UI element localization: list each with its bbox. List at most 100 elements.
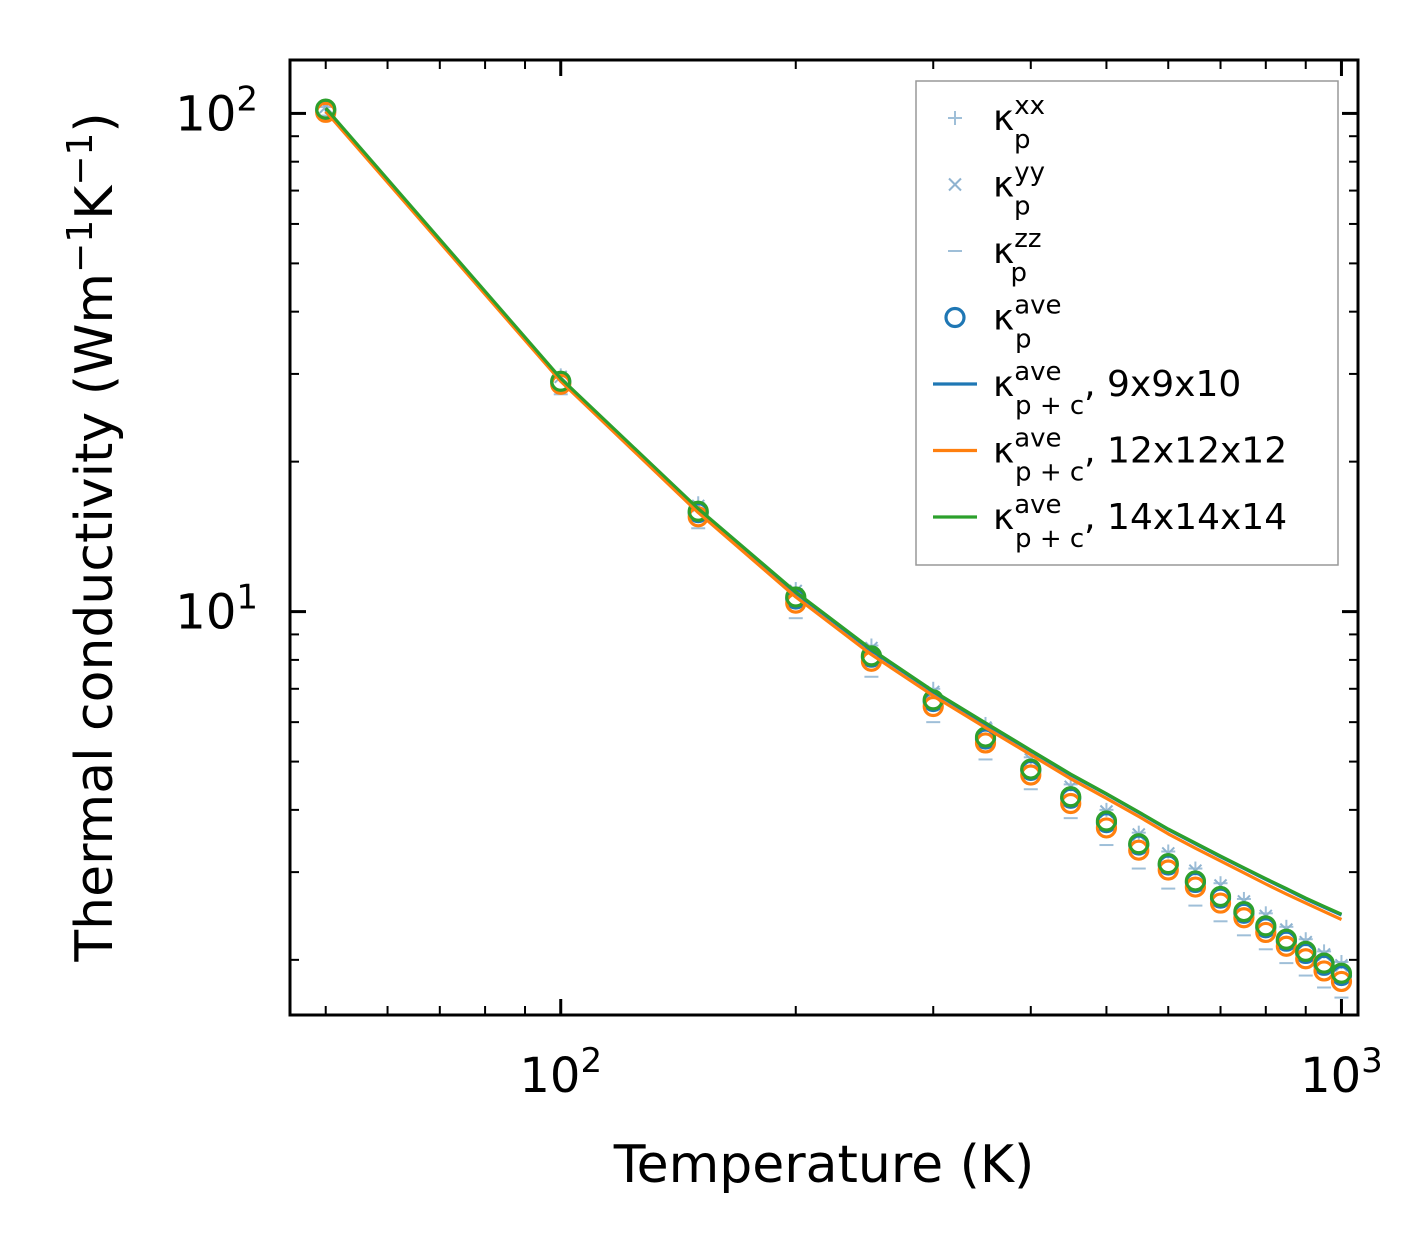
legend-label-sub: p + c — [1015, 391, 1084, 421]
legend-marker-swatch — [944, 306, 966, 329]
data-point-kappa_p_ave_12 — [1060, 792, 1082, 815]
legend-entry: κave p + c, 14x14x14 — [933, 490, 1287, 554]
y-axis-label-exp2: −1 — [60, 133, 101, 186]
data-point-kappa_p_ave_14 — [1275, 928, 1297, 950]
series-kappa_p_ave_14 — [315, 98, 1353, 984]
data-point-kappa_p_ave_12 — [1330, 970, 1353, 993]
data-point-kappa_p_ave_14 — [1095, 810, 1118, 832]
legend-label-sup: ave — [1014, 357, 1061, 387]
y-tick-label-base: 10 — [175, 585, 236, 641]
legend-entry: κxx p — [948, 91, 1045, 155]
legend-marker-swatch-b — [948, 177, 962, 192]
y-axis-label: Thermal conductivity (Wm−1K−1) — [60, 112, 125, 962]
legend-label-sup: zz — [1014, 224, 1041, 254]
data-point-kappa_p_ave_14 — [550, 370, 572, 392]
y-tick-label: 102 — [175, 79, 258, 142]
data-point-kappa_p_ave_12 — [974, 732, 997, 754]
data-point-kappa_p_ave_12 — [1020, 764, 1042, 786]
legend-entry: κave p — [944, 291, 1062, 355]
data-point-kappa_p_ave_14 — [1295, 940, 1317, 962]
data-point-kappa_p_ave_14 — [1209, 885, 1232, 908]
data-point-kappa_p_ave_12 — [1184, 876, 1206, 898]
legend-label: κave p + c, 9x9x10 — [993, 357, 1241, 421]
legend-label-suffix: , 12x12x12 — [1084, 431, 1287, 472]
x-tick-label: 103 — [1300, 1041, 1383, 1104]
data-point-kappa_p_ave_14 — [1184, 870, 1206, 892]
legend-marker-swatch — [948, 111, 962, 125]
x-tick-label: 102 — [519, 1041, 602, 1104]
data-point-kappa_p_ave_14 — [687, 500, 709, 522]
legend-label-symbol: κ — [993, 165, 1014, 206]
legend-label-sub: p — [1014, 125, 1031, 155]
x-tick-label-base: 10 — [1300, 1048, 1361, 1104]
y-tick-label: 101 — [175, 578, 258, 641]
legend-label-symbol: κ — [993, 364, 1014, 405]
data-point-kappa_p_ave_14 — [1060, 786, 1082, 808]
data-point-kappa_p_ave_12 — [1209, 892, 1232, 914]
series-line-kappa_pc_ave_12x12x12 — [324, 110, 1343, 921]
data-point-kappa_p_ave_12 — [1157, 859, 1179, 881]
legend-label: κzz p — [993, 224, 1042, 288]
data-point-kappa_p_ave_14 — [315, 98, 337, 120]
legend-label: κave p + c, 12x12x12 — [993, 424, 1287, 488]
legend-label-sub: p — [1014, 192, 1031, 222]
legend-label-symbol: κ — [993, 431, 1014, 472]
x-axis-label: Temperature (K) — [613, 1135, 1035, 1195]
legend-label: κave p + c, 14x14x14 — [993, 490, 1287, 554]
legend-entry: κave p + c, 9x9x10 — [933, 357, 1241, 421]
major-ticks — [290, 60, 1358, 1015]
axes-frame — [288, 58, 1360, 1017]
y-tick-label-exp: 2 — [236, 79, 258, 119]
legend-label: κyy p — [993, 158, 1045, 222]
legend-label-sub: p — [1015, 325, 1032, 355]
legend-label-sup: yy — [1014, 158, 1045, 188]
data-point-kappa_p_ave_14 — [1157, 853, 1179, 875]
data-point-kappa_p_ave_14 — [1128, 833, 1150, 855]
legend-label-suffix: , 14x14x14 — [1084, 497, 1287, 538]
legend-label-symbol: κ — [993, 231, 1014, 272]
y-axis-label-mid: K — [65, 184, 125, 220]
y-tick-label-base: 10 — [175, 86, 236, 142]
data-point-kappa_p_ave_14 — [1020, 758, 1042, 780]
legend-label-sub: p + c — [1015, 458, 1084, 488]
legend-label-sub: p + c — [1015, 524, 1084, 554]
legend-label-symbol: κ — [993, 98, 1014, 139]
series-layer — [315, 98, 1353, 999]
data-point-kappa_p_ave_14 — [1255, 915, 1277, 937]
legend-label-symbol: κ — [993, 298, 1014, 339]
legend-box — [915, 80, 1339, 566]
legend-label-symbol: κ — [993, 497, 1014, 538]
legend-label: κxx p — [993, 91, 1045, 155]
legend-label: κave p — [993, 291, 1062, 355]
y-tick-label-exp: 1 — [236, 578, 258, 618]
legend-label-sup: ave — [1014, 291, 1061, 321]
data-point-kappa_p_ave_12 — [1275, 935, 1297, 957]
legend-label-sup: ave — [1014, 490, 1061, 520]
legend-label-sup: xx — [1014, 91, 1045, 121]
data-point-kappa_p_ave_12 — [1255, 921, 1277, 944]
x-tick-label-base: 10 — [519, 1048, 580, 1104]
series-kappa_p_zz — [318, 114, 1349, 999]
y-axis-label-exp1: −1 — [60, 220, 101, 273]
legend-marker-swatch — [948, 177, 962, 192]
series-kappa_pc_ave_14x14x14 — [324, 107, 1343, 916]
data-point-kappa_p_ave_14 — [1330, 962, 1353, 984]
legend-label-suffix: , 9x9x10 — [1084, 364, 1241, 405]
data-point-kappa_p_ave_12 — [1233, 907, 1255, 929]
legend-label-sup: ave — [1014, 424, 1061, 454]
legend-entry: κave p + c, 12x12x12 — [933, 424, 1287, 488]
series-line-kappa_pc_ave_14x14x14 — [324, 107, 1343, 916]
legend-entry: κzz p — [948, 224, 1042, 288]
legend-entry: κyy p — [948, 158, 1045, 222]
x-tick-label-exp: 2 — [580, 1041, 602, 1081]
y-axis-label-end: ) — [65, 112, 125, 132]
legend-label-sub: p — [1011, 258, 1028, 288]
data-point-kappa_p_ave_12 — [1095, 817, 1118, 839]
data-point-kappa_p_ave_12 — [1128, 839, 1150, 861]
data-point-kappa_p_ave_14 — [1233, 900, 1255, 923]
x-tick-label-exp: 3 — [1361, 1041, 1383, 1081]
y-axis-label-base: Thermal conductivity (Wm — [65, 273, 125, 963]
